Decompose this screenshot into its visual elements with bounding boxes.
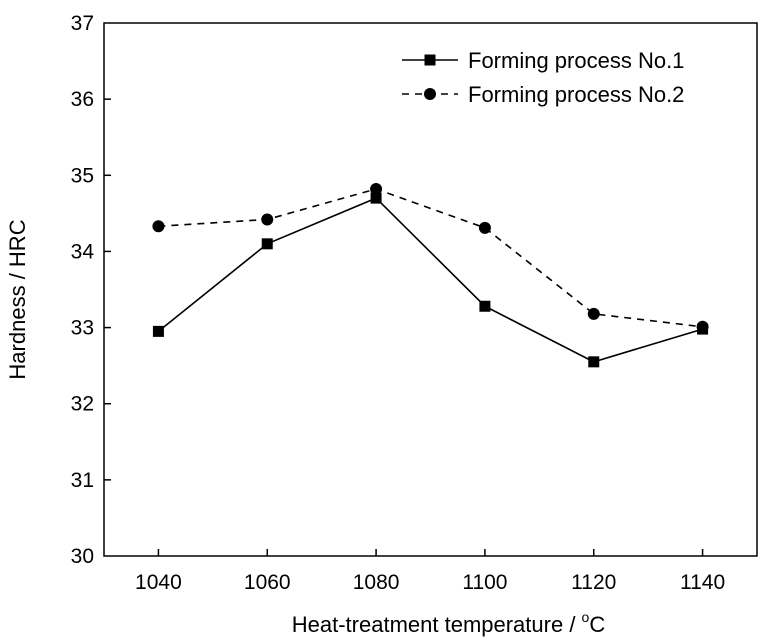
legend: Forming process No.1 Forming process No.2: [402, 48, 684, 107]
y-axis-ticks: 30 31 32 33 34 35 36 37: [71, 12, 111, 568]
y-axis-title: Hardness / HRC: [5, 219, 30, 379]
series-2-line: [158, 188, 703, 328]
x-axis-ticks: 1040 1060 1080 1100 1120 1140: [135, 549, 725, 594]
y-tick-label: 36: [71, 88, 94, 111]
series-1: [152, 192, 709, 368]
series-1-point: [479, 300, 491, 312]
series-1-line: [157, 197, 703, 363]
x-axis-title: Heat-treatment temperature / oC: [292, 609, 606, 637]
x-tick-label: 1060: [244, 571, 291, 594]
x-tick-label: 1120: [571, 571, 616, 594]
series-1-point: [588, 356, 600, 368]
x-tick-label: 1080: [353, 571, 400, 594]
series-2: [152, 182, 709, 333]
plot-frame: [103, 22, 758, 557]
series-2-point: [261, 213, 274, 226]
x-axis-title-main: Heat-treatment temperature /: [292, 612, 582, 637]
y-tick-label: 37: [71, 12, 94, 35]
legend-marker: [424, 54, 436, 66]
y-tick-label: 32: [71, 393, 94, 416]
legend-entry-label: Forming process No.2: [468, 82, 684, 107]
y-tick-label: 34: [71, 240, 95, 263]
series-1-point: [152, 325, 164, 337]
y-tick-label: 33: [71, 317, 94, 340]
series-2-point: [478, 221, 491, 234]
legend-entry-label: Forming process No.1: [468, 48, 684, 73]
series-2-point: [696, 320, 709, 333]
y-tick-label: 30: [71, 545, 94, 568]
series-layer: [152, 182, 709, 368]
x-tick-label: 1040: [135, 571, 182, 594]
x-axis-title-degree: o: [582, 609, 590, 625]
legend-marker: [424, 88, 436, 100]
y-tick-label: 31: [71, 469, 94, 492]
y-tick-label: 35: [71, 164, 94, 187]
series-2-point: [587, 307, 600, 320]
series-1-point: [370, 192, 382, 204]
series-1-point: [261, 238, 273, 250]
x-tick-label: 1140: [680, 571, 725, 594]
series-2-point: [370, 182, 383, 195]
series-2-point: [152, 220, 165, 233]
x-axis-title-unit: C: [589, 612, 605, 637]
x-tick-label: 1100: [462, 571, 507, 594]
